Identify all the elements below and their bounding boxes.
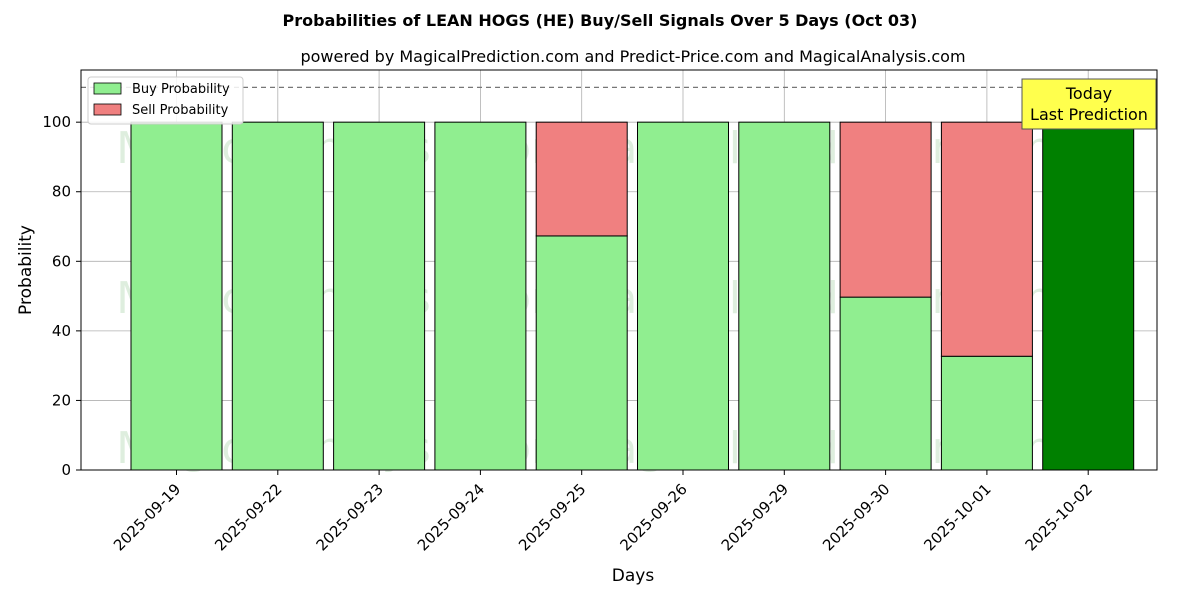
x-tick-label: 2025-10-01 — [920, 480, 994, 554]
bar-buy-2025-09-25 — [535, 235, 628, 471]
y-axis-ticks: 0 20 40 60 80 100 — [42, 113, 81, 479]
legend-swatch-sell — [93, 103, 122, 116]
y-tick-label: 100 — [42, 113, 71, 131]
bar-buy-2025-09-26 — [637, 121, 729, 471]
chart-subtitle: powered by MagicalPrediction.com and Pre… — [300, 47, 965, 66]
legend-label-buy: Buy Probability — [132, 82, 230, 97]
legend: Buy Probability Sell Probability — [87, 76, 244, 125]
bar-sell-2025-09-25 — [535, 121, 628, 237]
y-tick-label: 40 — [52, 322, 71, 340]
bar-sell-2025-09-30 — [839, 121, 932, 298]
x-tick-label: 2025-10-02 — [1022, 480, 1096, 554]
plot-frame — [80, 69, 1158, 471]
x-tick-label: 2025-09-29 — [718, 480, 792, 554]
annotation-box — [1021, 78, 1157, 130]
bar-buy-2025-09-30 — [839, 296, 932, 471]
bar-buy-2025-10-01 — [940, 355, 1033, 471]
bar-buy-2025-09-23 — [333, 121, 426, 471]
x-tick-label: 2025-09-24 — [414, 480, 488, 554]
bar-buy-2025-09-22 — [231, 121, 324, 471]
x-tick-label: 2025-09-30 — [819, 480, 893, 554]
x-tick-label: 2025-09-19 — [110, 480, 184, 554]
bar-buy-2025-09-29 — [738, 121, 831, 471]
legend-box — [87, 76, 244, 125]
annotation-line-1: Today — [1065, 84, 1112, 103]
y-axis-label: Probability — [16, 225, 36, 315]
x-tick-label: 2025-09-25 — [515, 480, 589, 554]
bar-buy-2025-09-24 — [434, 121, 527, 471]
legend-swatch-buy — [93, 82, 122, 95]
x-tick-label: 2025-09-23 — [313, 480, 387, 554]
bar-buy-2025-09-19 — [130, 121, 223, 471]
chart-title: Probabilities of LEAN HOGS (HE) Buy/Sell… — [283, 11, 918, 30]
x-axis-ticks: 2025-09-19 2025-09-22 2025-09-23 2025-09-24… — [110, 470, 1096, 554]
today-annotation: Today Last Prediction — [1021, 78, 1157, 130]
annotation-line-2: Last Prediction — [1030, 105, 1148, 124]
y-tick-label: 0 — [61, 461, 71, 479]
bar-sell-2025-10-01 — [940, 121, 1033, 357]
y-tick-label: 20 — [52, 391, 71, 409]
x-tick-label: 2025-09-22 — [211, 480, 285, 554]
x-tick-label: 2025-09-26 — [616, 480, 690, 554]
bar-buy-2025-10-02 — [1042, 121, 1135, 471]
y-tick-label: 80 — [52, 183, 71, 201]
legend-label-sell: Sell Probability — [132, 103, 229, 118]
x-axis-label: Days — [612, 566, 655, 586]
bars — [130, 121, 1135, 471]
y-tick-label: 60 — [52, 252, 71, 270]
